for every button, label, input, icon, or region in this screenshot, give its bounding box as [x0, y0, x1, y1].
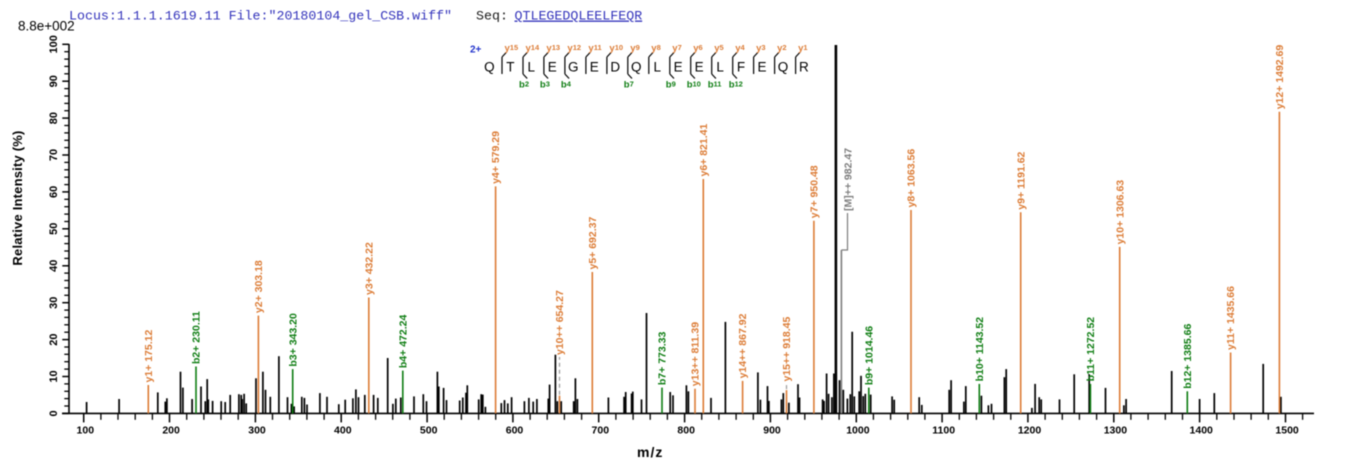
- svg-text:b7: b7: [624, 80, 634, 91]
- svg-text:1300: 1300: [1104, 425, 1128, 437]
- svg-text:y9+ 1191.62: y9+ 1191.62: [1015, 151, 1027, 209]
- svg-text:300: 300: [248, 425, 266, 437]
- svg-text:y4: y4: [735, 43, 745, 54]
- svg-text:400: 400: [334, 425, 352, 437]
- svg-text:L: L: [528, 60, 536, 75]
- svg-text:y1: y1: [798, 43, 807, 54]
- svg-text:y14++ 867.92: y14++ 867.92: [737, 313, 749, 378]
- svg-text:y12: y12: [567, 43, 581, 54]
- svg-text:100: 100: [48, 35, 60, 53]
- svg-text:8.8e+002: 8.8e+002: [18, 19, 75, 34]
- svg-text:y6: y6: [693, 43, 702, 54]
- svg-text:T: T: [506, 60, 514, 75]
- svg-text:700: 700: [592, 425, 610, 437]
- svg-text:b11+ 1272.52: b11+ 1272.52: [1085, 317, 1097, 382]
- svg-text:QTLEGEDQLEELFEQR: QTLEGEDQLEELFEQR: [515, 9, 643, 24]
- svg-text:200: 200: [162, 425, 180, 437]
- svg-text:40: 40: [48, 260, 60, 272]
- svg-text:E: E: [757, 60, 766, 75]
- svg-text:y5: y5: [714, 43, 723, 54]
- svg-text:80: 80: [48, 112, 60, 124]
- svg-text:L: L: [653, 60, 661, 75]
- svg-text:y4+ 579.29: y4+ 579.29: [490, 131, 502, 184]
- svg-text:R: R: [799, 60, 809, 75]
- svg-text:b3: b3: [540, 80, 550, 91]
- svg-text:b12+ 1385.66: b12+ 1385.66: [1182, 324, 1194, 389]
- svg-text:b2+ 230.11: b2+ 230.11: [191, 311, 203, 364]
- svg-text:y15++ 918.45: y15++ 918.45: [781, 317, 793, 382]
- svg-text:Locus:1.1.1.1619.11 File:"2018: Locus:1.1.1.1619.11 File:"20180104_gel_C…: [69, 9, 452, 24]
- svg-text:y12+ 1492.69: y12+ 1492.69: [1274, 45, 1286, 110]
- svg-text:1500: 1500: [1275, 425, 1299, 437]
- svg-text:70: 70: [48, 149, 60, 161]
- svg-text:60: 60: [48, 186, 60, 198]
- svg-text:600: 600: [506, 425, 524, 437]
- svg-text:Q: Q: [631, 60, 642, 75]
- svg-text:y2: y2: [777, 43, 786, 54]
- svg-text:b12: b12: [729, 80, 743, 91]
- svg-text:y8: y8: [651, 43, 660, 54]
- svg-text:50: 50: [48, 223, 60, 235]
- svg-text:y3: y3: [756, 43, 765, 54]
- svg-text:y2+ 303.18: y2+ 303.18: [253, 260, 265, 313]
- svg-text:b11: b11: [708, 80, 722, 91]
- svg-text:G: G: [568, 60, 579, 75]
- svg-text:D: D: [610, 60, 620, 75]
- svg-text:y13: y13: [546, 43, 560, 54]
- svg-text:y14: y14: [526, 43, 540, 54]
- svg-text:y11: y11: [588, 43, 601, 54]
- svg-text:Seq:: Seq:: [476, 9, 508, 24]
- svg-text:b2: b2: [519, 80, 529, 91]
- svg-text:b4: b4: [561, 80, 572, 91]
- svg-text:b4+ 472.24: b4+ 472.24: [397, 315, 409, 369]
- svg-text:y9: y9: [630, 43, 639, 54]
- svg-text:y13++ 811.39: y13++ 811.39: [690, 322, 702, 386]
- svg-text:b9: b9: [666, 80, 676, 91]
- svg-text:y3+ 432.22: y3+ 432.22: [363, 242, 375, 295]
- svg-text:1100: 1100: [932, 425, 955, 437]
- svg-text:L: L: [716, 60, 724, 75]
- svg-text:b7+ 773.33: b7+ 773.33: [657, 332, 669, 386]
- svg-text:500: 500: [420, 425, 438, 437]
- svg-text:E: E: [674, 60, 683, 75]
- svg-text:0: 0: [48, 410, 60, 416]
- svg-text:100: 100: [77, 425, 95, 437]
- svg-text:y11+ 1435.66: y11+ 1435.66: [1225, 286, 1237, 350]
- svg-text:y7: y7: [672, 43, 681, 54]
- svg-text:20: 20: [48, 333, 60, 345]
- svg-text:b3+ 343.20: b3+ 343.20: [287, 313, 299, 367]
- svg-text:b9+ 1014.46: b9+ 1014.46: [863, 326, 875, 385]
- svg-text:y10+ 1306.63: y10+ 1306.63: [1114, 180, 1126, 245]
- svg-text:y7+ 950.48: y7+ 950.48: [809, 165, 821, 218]
- svg-text:E: E: [695, 60, 704, 75]
- svg-text:y8+ 1063.56: y8+ 1063.56: [906, 149, 918, 208]
- svg-text:30: 30: [48, 297, 60, 309]
- svg-text:E: E: [590, 60, 599, 75]
- svg-text:F: F: [737, 60, 745, 75]
- svg-text:Q: Q: [484, 60, 495, 75]
- svg-text:2+: 2+: [470, 45, 482, 56]
- svg-text:90: 90: [48, 75, 60, 87]
- svg-text:y1+ 175.12: y1+ 175.12: [143, 329, 155, 382]
- svg-text:b10: b10: [687, 80, 701, 91]
- svg-text:Q: Q: [778, 60, 789, 75]
- svg-text:y6+ 821.41: y6+ 821.41: [698, 123, 710, 176]
- svg-text:y15: y15: [505, 43, 519, 54]
- svg-text:800: 800: [677, 425, 695, 437]
- svg-text:900: 900: [763, 425, 781, 437]
- svg-text:E: E: [548, 60, 557, 75]
- svg-text:1400: 1400: [1190, 425, 1214, 437]
- svg-text:Relative Intensity (%): Relative Intensity (%): [10, 130, 25, 265]
- svg-text:y5+ 692.37: y5+ 692.37: [587, 216, 599, 269]
- svg-text:1200: 1200: [1018, 425, 1042, 437]
- svg-text:m/z: m/z: [637, 444, 663, 460]
- svg-text:y10: y10: [609, 43, 623, 54]
- svg-text:10: 10: [48, 370, 60, 382]
- svg-text:1000: 1000: [846, 425, 870, 437]
- svg-text:[M]++ 982.47: [M]++ 982.47: [843, 148, 855, 211]
- svg-text:y10++ 654.27: y10++ 654.27: [554, 290, 566, 355]
- svg-text:b10+ 1143.52: b10+ 1143.52: [974, 317, 986, 382]
